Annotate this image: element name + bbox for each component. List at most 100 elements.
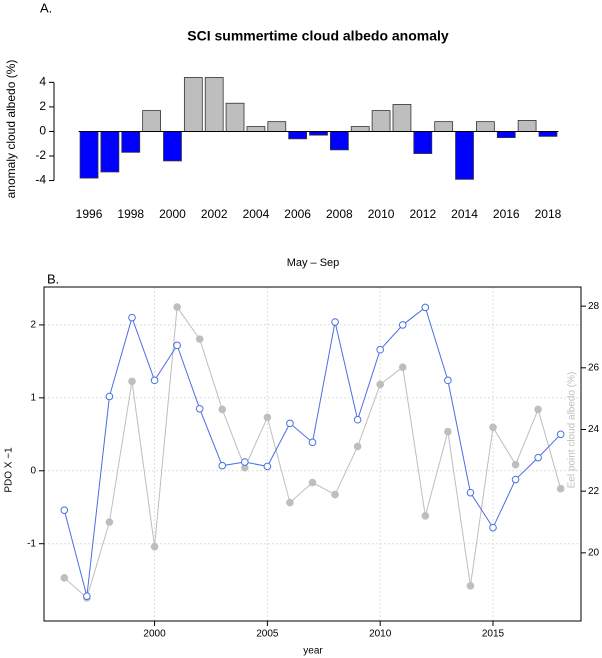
bar: [121, 131, 141, 153]
point: [556, 430, 565, 439]
point: [444, 427, 452, 436]
point: [195, 404, 204, 413]
point: [556, 484, 565, 493]
bar: [329, 131, 349, 151]
point: [534, 453, 542, 462]
point: [173, 341, 181, 350]
x-axis-label: year: [303, 646, 323, 657]
y2-tick-label: 22: [588, 486, 600, 497]
point: [60, 574, 69, 582]
series-line: [63, 306, 562, 597]
y2-tick-label: 26: [588, 362, 600, 373]
point: [128, 313, 136, 322]
bar: [100, 131, 120, 173]
y-axis-label: PDO X −1: [4, 447, 15, 493]
bar: [496, 131, 516, 138]
x-tick-label: 2000: [143, 629, 166, 640]
y-tick-label: 4: [39, 75, 46, 89]
point: [466, 582, 475, 590]
bar: [538, 131, 558, 137]
point: [60, 506, 69, 514]
bar: [371, 110, 391, 132]
point: [489, 523, 497, 532]
y2-axis-label: Eel point cloud albedo (%): [567, 372, 578, 489]
point: [241, 458, 249, 466]
chart-title: SCI summertime cloud albedo anomaly: [187, 28, 449, 44]
x-tick-label: 2005: [256, 629, 279, 640]
bar: [476, 121, 495, 132]
bar: [246, 126, 266, 132]
y-tick-label: -4: [35, 173, 46, 187]
y-tick-label: 1: [30, 392, 36, 403]
point: [489, 423, 497, 432]
point: [286, 419, 294, 428]
x-tick-label: 2004: [243, 207, 270, 221]
point: [331, 490, 339, 499]
point: [308, 438, 317, 447]
chart-title: May – Sep: [287, 257, 340, 269]
point: [376, 380, 384, 389]
point: [398, 363, 407, 371]
x-tick-label: 2015: [482, 629, 505, 640]
bar: [392, 104, 412, 132]
x-tick-label: 2006: [284, 207, 311, 221]
x-tick-label: 2012: [409, 207, 436, 221]
point: [376, 345, 384, 354]
point: [263, 462, 272, 471]
x-tick-label: 1996: [76, 207, 103, 221]
x-tick-label: 2002: [201, 207, 228, 221]
bar: [288, 131, 308, 140]
point: [263, 413, 272, 422]
y-tick-label: -1: [27, 538, 36, 549]
bar: [225, 102, 245, 132]
point: [511, 475, 520, 484]
x-tick-label: 2010: [368, 207, 395, 221]
point: [105, 392, 114, 401]
point: [218, 405, 227, 414]
panel-label: B.: [47, 271, 59, 286]
point: [150, 376, 159, 385]
bar: [434, 121, 454, 132]
y-tick-label: 2: [30, 320, 36, 331]
bar: [455, 131, 474, 180]
point: [150, 542, 159, 551]
y2-tick-label: 24: [588, 424, 600, 435]
point: [83, 592, 91, 601]
point: [218, 461, 227, 470]
bar: [163, 131, 182, 162]
y-axis-label: anomaly cloud albedo (%): [4, 60, 18, 199]
point: [353, 442, 362, 451]
bar: [142, 110, 161, 132]
point: [353, 415, 362, 424]
bar: [413, 131, 433, 154]
plot-frame: [43, 286, 582, 622]
point: [331, 318, 339, 326]
y-tick-label: 0: [30, 465, 36, 476]
y-tick-label: 0: [39, 124, 46, 138]
point: [308, 478, 317, 487]
point: [444, 376, 452, 385]
series-line: [63, 305, 562, 599]
x-tick-label: 2008: [326, 207, 353, 221]
bar: [309, 131, 328, 136]
bar: [204, 77, 224, 132]
panel-label: A.: [40, 0, 52, 15]
bar: [350, 126, 370, 132]
point: [534, 405, 542, 414]
x-tick-label: 2000: [159, 207, 186, 221]
x-tick-label: 1998: [117, 207, 144, 221]
y-tick-label: 2: [39, 99, 46, 113]
point: [128, 377, 136, 386]
bar: [183, 77, 203, 132]
bar: [517, 120, 537, 132]
point: [466, 488, 475, 497]
x-tick-label: 2018: [535, 207, 562, 221]
y-tick-label: -2: [35, 148, 46, 162]
x-tick-label: 2010: [369, 629, 392, 640]
point: [195, 335, 204, 343]
bar: [267, 121, 287, 132]
bar: [79, 131, 99, 179]
y2-tick-label: 20: [588, 547, 600, 558]
point: [398, 321, 407, 329]
